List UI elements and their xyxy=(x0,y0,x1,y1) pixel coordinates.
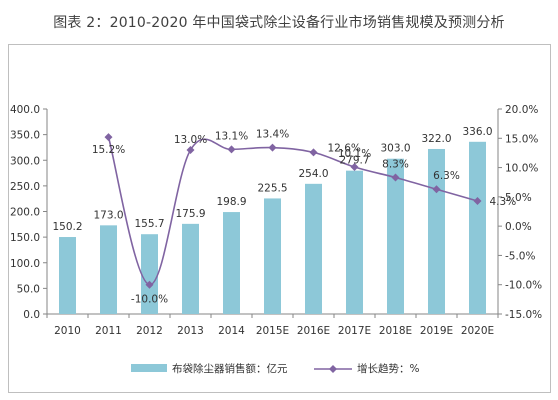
bar-value-label: 198.9 xyxy=(216,196,246,208)
bar xyxy=(305,183,322,314)
bar-value-label: 322.0 xyxy=(421,133,451,145)
right-tick-label: 0.0% xyxy=(505,221,532,233)
line-marker xyxy=(391,173,400,182)
bar-value-label: 155.7 xyxy=(134,218,164,230)
right-tick-label: 10.0% xyxy=(505,163,538,175)
left-tick-label: 350.0 xyxy=(10,130,40,142)
left-tick-label: 250.0 xyxy=(10,181,40,193)
line-marker xyxy=(145,280,154,289)
bar-value-label: 254.0 xyxy=(298,168,328,180)
bar-value-label: 279.7 xyxy=(339,155,369,167)
x-tick-label: 2011 xyxy=(95,325,122,337)
line-marker xyxy=(473,196,482,205)
right-tick-label: 5.0% xyxy=(505,192,532,204)
x-tick-label: 2014 xyxy=(218,325,245,337)
legend: 布袋除尘器销售额：亿元 增长趋势：% xyxy=(131,362,419,375)
left-tick-label: 50.0 xyxy=(17,283,40,295)
x-tick-label: 2020E xyxy=(461,325,494,337)
line-marker xyxy=(227,145,236,154)
chart-frame xyxy=(8,44,551,393)
legend-line-label: 增长趋势：% xyxy=(357,362,419,375)
chart-title: 图表 2：2010-2020 年中国袋式除尘设备行业市场销售规模及预测分析 xyxy=(53,15,505,31)
line-value-label: -10.0% xyxy=(131,294,168,306)
line-series xyxy=(104,133,482,289)
line-marker xyxy=(104,133,113,142)
bar xyxy=(141,234,158,314)
left-tick-label: 0.0 xyxy=(23,309,40,321)
bar xyxy=(59,237,76,314)
right-tick-label: -5.0% xyxy=(505,250,535,262)
data-labels: 150.2 173.0 155.7 175.9 198.9 225.5 254.0 279.7… xyxy=(52,126,516,306)
left-tick-label: 100.0 xyxy=(10,258,40,270)
left-tick-label: 300.0 xyxy=(10,155,40,167)
bar-value-label: 150.2 xyxy=(52,221,82,233)
legend-bar-label: 布袋除尘器销售额：亿元 xyxy=(172,362,288,375)
line-value-label: 13.4% xyxy=(256,129,289,141)
bar xyxy=(469,141,486,314)
right-tick-label: -15.0% xyxy=(505,309,542,321)
x-tick-label: 2017E xyxy=(338,325,371,337)
bar xyxy=(223,212,240,314)
x-tick-label: 2010 xyxy=(54,325,81,337)
bar xyxy=(346,170,363,314)
line-marker xyxy=(268,143,277,152)
growth-line xyxy=(107,136,478,286)
bar-value-label: 225.5 xyxy=(257,182,287,194)
x-tick-label: 2015E xyxy=(256,325,289,337)
line-value-label: 13.1% xyxy=(215,130,248,142)
legend-bar-swatch xyxy=(131,364,167,372)
x-tick-label: 2018E xyxy=(379,325,412,337)
left-tick-label: 150.0 xyxy=(10,232,40,244)
line-marker xyxy=(186,146,195,154)
line-value-label: 12.6% xyxy=(328,142,361,154)
right-tick-label: 15.0% xyxy=(505,133,538,145)
line-value-label: 13.0% xyxy=(174,134,207,146)
x-tick-label: 2012 xyxy=(136,325,163,337)
bar-value-label: 303.0 xyxy=(380,143,410,155)
bar-series xyxy=(59,141,486,314)
left-tick-label: 200.0 xyxy=(10,207,40,219)
line-value-label: 4.3% xyxy=(490,196,517,208)
line-value-label: 8.3% xyxy=(382,159,409,171)
left-tick-label: 400.0 xyxy=(10,104,40,116)
line-value-label: 6.3% xyxy=(433,170,460,182)
right-tick-label: 20.0% xyxy=(505,104,538,116)
legend-line-marker xyxy=(329,365,337,373)
axes: 0.0 50.0 100.0 150.0 200.0 250.0 300.0 350.0 400… xyxy=(10,104,542,337)
right-tick-label: -10.0% xyxy=(505,280,542,292)
line-marker xyxy=(432,185,441,194)
bar-value-label: 336.0 xyxy=(462,126,492,138)
line-marker xyxy=(350,162,359,171)
bar xyxy=(182,223,199,314)
bar-value-label: 175.9 xyxy=(175,208,205,220)
bar-value-label: 173.0 xyxy=(93,209,123,221)
line-marker xyxy=(309,148,318,157)
bar xyxy=(100,225,117,314)
bar xyxy=(264,198,281,314)
x-tick-label: 2019E xyxy=(420,325,453,337)
line-value-label: 10.1% xyxy=(338,148,371,160)
line-value-label: 15.2% xyxy=(92,144,125,156)
x-tick-label: 2013 xyxy=(177,325,204,337)
x-tick-label: 2016E xyxy=(297,325,330,337)
bar xyxy=(387,158,404,314)
